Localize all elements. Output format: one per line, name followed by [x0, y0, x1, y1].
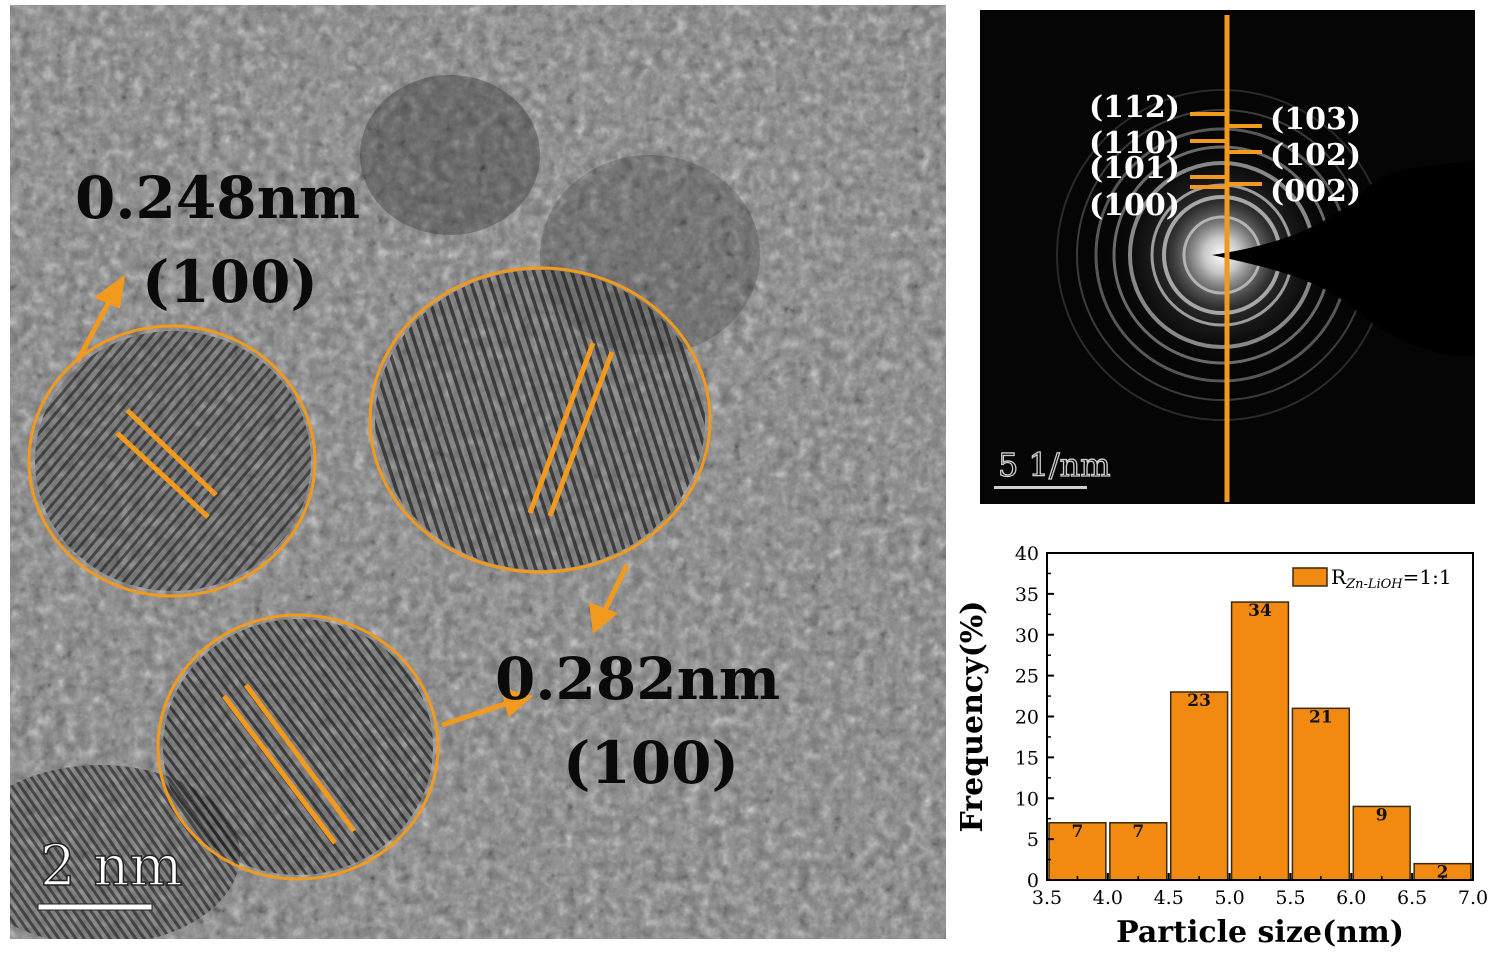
legend-suffix: =1:1: [1403, 565, 1452, 589]
x-tick-label: 5.0: [1214, 887, 1244, 909]
hrtem-scale-bar: [37, 903, 153, 911]
hkl-label-103: (103): [1270, 102, 1361, 137]
y-tick-label: 5: [1027, 829, 1039, 851]
spacing-line: [243, 683, 357, 833]
arrow-2-head: [588, 602, 618, 634]
plane-label-1: (100): [142, 248, 318, 316]
saed-pattern: (112) (110) (101) (100) (103) (102) (002…: [980, 10, 1475, 504]
hkl-label-110: (110): [1089, 126, 1180, 161]
spacing-line: [222, 694, 337, 845]
x-tick-label: 7.0: [1458, 887, 1488, 909]
particle-lattice-3: [163, 619, 433, 875]
bar-data-label: 7: [1072, 822, 1084, 842]
arrow-3-head: [500, 687, 534, 718]
arrow-1-head: [93, 274, 126, 309]
arrow-3: [441, 700, 509, 728]
hrtem-scale-label: 2 nm: [40, 834, 183, 899]
y-tick-label: 35: [1015, 584, 1039, 606]
spacing-line: [527, 342, 596, 514]
y-tick-label: 30: [1015, 625, 1039, 647]
hkl-label-100: (100): [1089, 188, 1180, 223]
y-tick-label: 20: [1015, 707, 1039, 729]
legend-label: RZn-LiOH=1:1: [1331, 565, 1452, 592]
plane-label-2: (100): [563, 729, 739, 797]
spacing-line: [115, 431, 210, 519]
bar-data-label: 7: [1132, 822, 1144, 842]
x-axis-label: Particle size(nm): [1116, 915, 1404, 950]
bar: [1352, 805, 1411, 881]
bar: [1048, 822, 1107, 881]
bar-data-label: 23: [1187, 691, 1211, 711]
particle-lattice-1: [35, 331, 311, 591]
spacing-line: [547, 351, 615, 517]
y-tick-label: 10: [1015, 788, 1039, 810]
spacing-label-1: 0.248nm: [75, 164, 360, 232]
beam-stopper: [1212, 160, 1475, 356]
saed-scale-bar: [994, 486, 1087, 489]
x-tick-label: 4.5: [1154, 887, 1184, 909]
spacing-line: [125, 408, 218, 497]
particle-lattice-2: [375, 270, 705, 570]
bar-data-label: 21: [1309, 707, 1333, 727]
bar-data-label: 9: [1376, 805, 1388, 825]
legend-swatch: [1292, 567, 1328, 587]
x-tick-label: 6.5: [1397, 887, 1427, 909]
x-tick-label: 4.0: [1093, 887, 1123, 909]
particle-circle-2: [368, 266, 712, 574]
particle-size-histogram: 7 7 23 34 21 9 2 3.5 4.0 4.5 5.0 5.5 6.0 6.5 7.0 0 5 10 1…: [950, 535, 1500, 958]
arrow-1: [74, 298, 113, 364]
y-tick-label: 40: [1015, 543, 1039, 565]
bar: [1169, 691, 1229, 881]
hkl-label-002: (002): [1270, 174, 1361, 209]
legend-prefix: R: [1331, 565, 1347, 589]
hkl-label-102: (102): [1270, 138, 1361, 173]
saed-scale-label: 5 1/nm: [998, 446, 1111, 484]
hrtem-image-panel: 0.248nm (100) 0.282nm (100) 2 nm: [0, 5, 946, 945]
histogram-chart: 7 7 23 34 21 9 2 3.5 4.0 4.5 5.0 5.5 6.0 6.5 7.0 0 5 10 1…: [955, 543, 1488, 950]
particle-circle-3: [156, 613, 440, 881]
x-tick-label: 6.0: [1336, 887, 1366, 909]
bar: [1291, 707, 1351, 881]
spacing-label-2: 0.282nm: [495, 645, 780, 713]
x-tick-label: 3.5: [1032, 887, 1062, 909]
y-tick-label: 25: [1015, 666, 1039, 688]
arrow-2: [602, 563, 630, 612]
bar-data-label: 34: [1248, 601, 1272, 621]
particle-circle-1: [27, 324, 317, 598]
bar: [1230, 601, 1290, 881]
x-tick-label: 5.5: [1275, 887, 1305, 909]
y-tick-label: 15: [1015, 747, 1039, 769]
bar-data-label: 2: [1437, 863, 1449, 883]
legend-subscript: Zn-LiOH: [1345, 577, 1403, 592]
y-tick-label: 0: [1027, 870, 1039, 892]
hrtem-micrograph: 0.248nm (100) 0.282nm (100) 2 nm: [0, 5, 946, 945]
y-axis-label: Frequency(%): [955, 601, 990, 833]
saed-pattern-panel: (112) (110) (101) (100) (103) (102) (002…: [980, 10, 1475, 504]
hkl-label-101: (101): [1089, 151, 1180, 186]
hkl-label-112: (112): [1089, 90, 1180, 125]
chart-legend: RZn-LiOH=1:1: [1292, 565, 1452, 592]
